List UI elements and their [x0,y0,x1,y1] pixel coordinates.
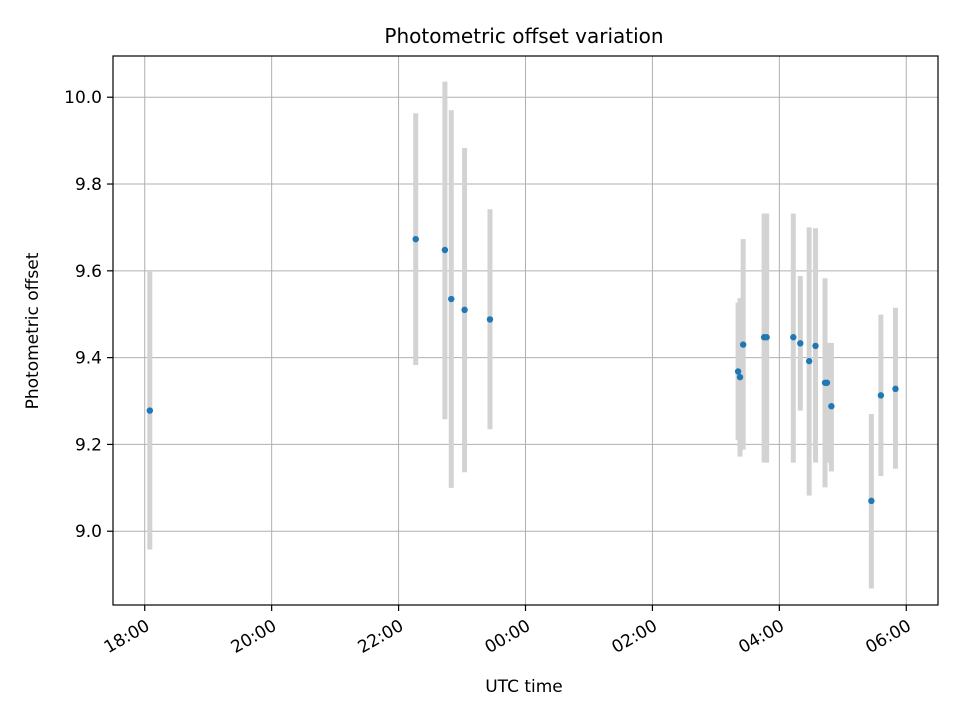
data-point [412,235,419,243]
y-tick-label: 9.2 [75,435,102,455]
y-axis-label: Photometric offset [23,252,43,409]
y-tick-label: 10.0 [64,88,102,108]
y-axis-ticks: 9.0 9.2 9.4 9.6 9.8 10.0 [64,88,113,542]
data-point [736,373,744,381]
data-point [461,306,468,314]
data-point [790,334,797,341]
y-tick-label: 9.4 [75,349,102,369]
data-point [805,357,813,365]
data-point [448,295,455,303]
data-point [739,341,747,348]
data-point [892,385,899,393]
data-point [441,246,449,254]
data-point [877,392,885,399]
data-point [797,340,804,347]
data-point [146,407,154,414]
data-point [763,334,770,341]
y-tick-label: 9.0 [75,522,102,542]
data-points [146,235,899,505]
data-point [828,403,835,410]
x-axis-label: UTC time [485,677,563,697]
data-point [823,379,831,386]
data-point [734,368,742,375]
y-tick-label: 9.6 [75,262,102,282]
chart-title: Photometric offset variation [384,24,663,48]
data-point [812,342,819,350]
data-point [486,316,494,323]
data-point [868,497,875,505]
y-tick-label: 9.8 [75,175,102,195]
